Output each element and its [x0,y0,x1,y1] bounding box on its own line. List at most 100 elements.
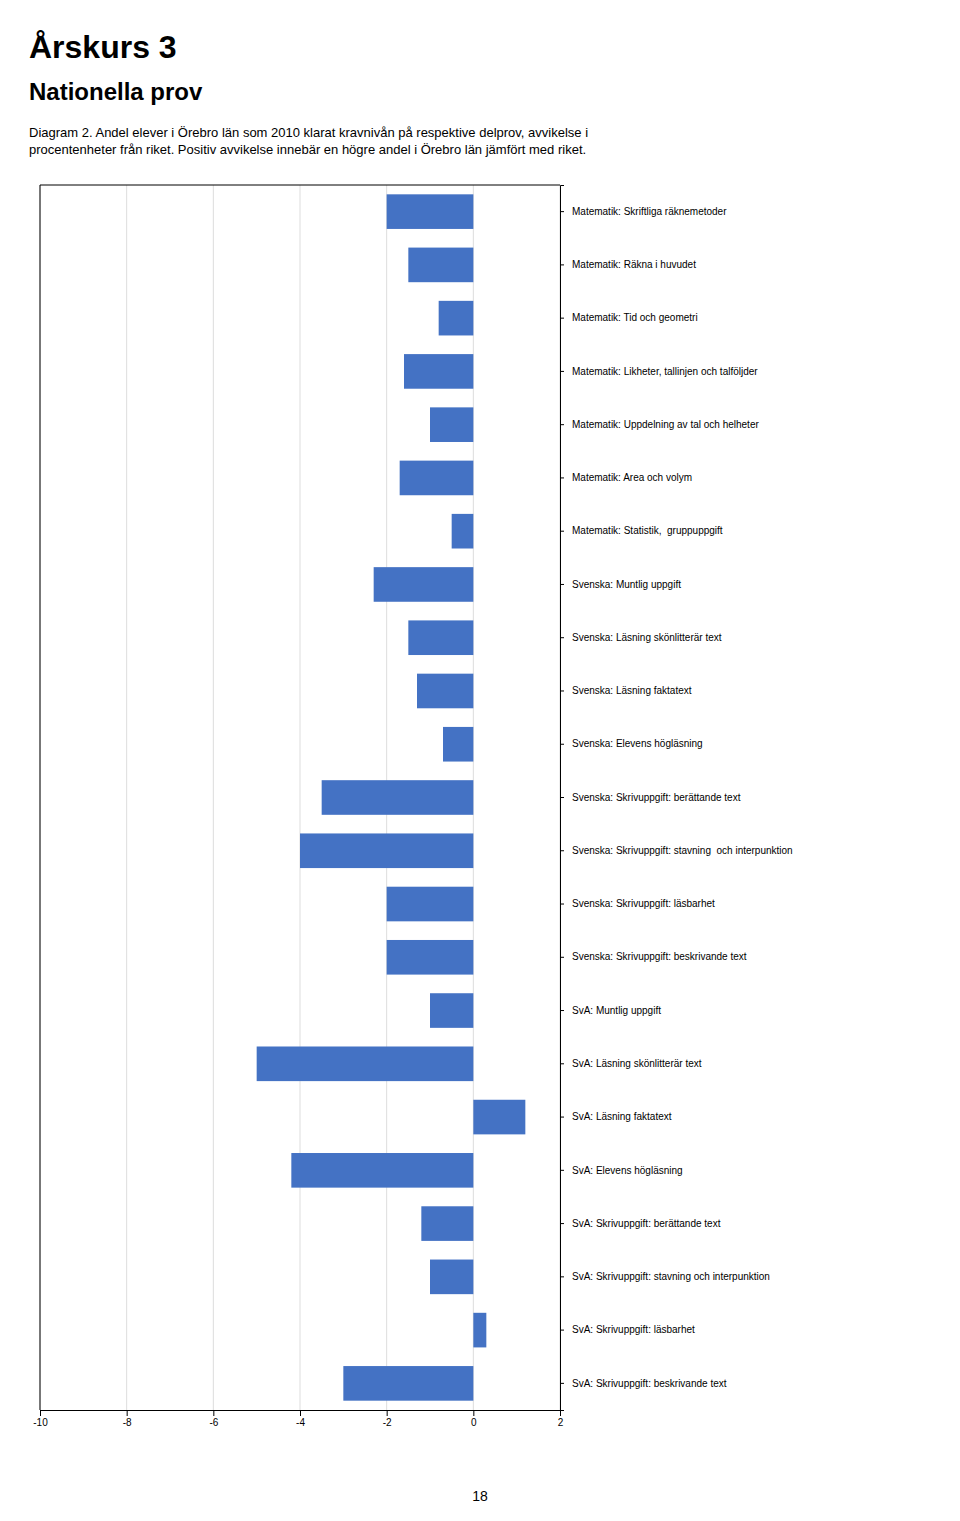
y-tick: SvA: Elevens högläsning [560,1165,683,1176]
category-label: Svenska: Skrivuppgift: läsbarhet [572,898,715,909]
category-label: Matematik: Statistik, gruppuppgift [572,525,723,536]
caption: Diagram 2. Andel elever i Örebro län som… [29,125,588,140]
bar [300,833,473,868]
y-tick-mark [560,1383,564,1384]
y-tick: Matematik: Tid och geometri [560,312,698,323]
category-label: SvA: Skrivuppgift: berättande text [572,1218,721,1229]
category-label: SvA: Läsning skönlitterär text [572,1058,702,1069]
category-label: Matematik: Uppdelning av tal och helhete… [572,419,759,430]
x-tick-mark [40,1410,41,1416]
caption: procentenheter från riket. Positiv avvik… [29,142,586,157]
bar [400,461,474,496]
bar [291,1153,473,1188]
y-tick: Svenska: Läsning skönlitterär text [560,632,722,643]
x-axis: -10-8-6-4-202 [33,1410,563,1428]
y-tick-mark [560,1117,564,1118]
y-tick: Svenska: Skrivuppgift: stavning och inte… [560,845,793,856]
y-tick-mark [560,1170,564,1171]
y-tick: Svenska: Skrivuppgift: beskrivande text [560,951,747,962]
y-tick-mark [560,1063,564,1064]
x-tick-label: -6 [209,1417,218,1428]
grid-line [40,185,41,1410]
y-tick: SvA: Skrivuppgift: beskrivande text [560,1378,727,1389]
header: Årskurs 3 Nationella prov Diagram 2. Andel… [29,29,588,157]
y-tick-mark [560,477,564,478]
category-label: Svenska: Skrivuppgift: stavning och inte… [572,845,793,856]
x-tick-mark [473,1410,474,1416]
category-label: Svenska: Skrivuppgift: berättande text [572,792,741,803]
y-tick-mark [560,1330,564,1331]
category-label: Svenska: Läsning faktatext [572,685,692,696]
y-tick: SvA: Läsning faktatext [560,1111,672,1122]
x-tick-mark [300,1410,301,1416]
y-tick: Svenska: Skrivuppgift: berättande text [560,792,741,803]
bar [430,407,473,442]
category-label: Svenska: Skrivuppgift: beskrivande text [572,951,747,962]
subtitle: Nationella prov [29,78,203,105]
category-label: Svenska: Läsning skönlitterär text [572,632,722,643]
bar [343,1366,473,1401]
y-tick-mark [560,211,564,212]
category-label: Matematik: Tid och geometri [572,312,698,323]
x-tick: -6 [209,1410,218,1428]
grid-line [300,185,301,1410]
x-axis-line [41,1411,561,1417]
y-tick: SvA: Skrivuppgift: berättande text [560,1218,721,1229]
x-tick: -10 [33,1410,48,1428]
x-tick-mark [127,1410,128,1416]
bar [387,940,474,975]
x-tick-label: -4 [296,1417,305,1428]
y-tick-mark [560,957,564,958]
y-tick: Svenska: Skrivuppgift: läsbarhet [560,898,715,909]
y-tick: Matematik: Uppdelning av tal och helhete… [560,419,759,430]
x-tick-label: -2 [383,1417,392,1428]
bar [452,514,474,549]
bar [430,993,473,1028]
frame-left [40,185,41,1410]
x-tick-label: -10 [33,1417,48,1428]
category-label: Matematik: Skriftliga räknemetoder [572,206,727,217]
y-tick: Matematik: Statistik, gruppuppgift [560,525,723,536]
bar [374,567,474,602]
grid-line [126,185,127,1410]
category-label: SvA: Skrivuppgift: stavning och interpun… [572,1271,770,1282]
category-label: Svenska: Muntlig uppgift [572,579,681,590]
page-number: 18 [472,1488,488,1504]
bar [421,1206,473,1241]
category-label: Matematik: Räkna i huvudet [572,259,696,270]
y-tick: SvA: Läsning skönlitterär text [560,1058,702,1069]
y-tick: SvA: Skrivuppgift: läsbarhet [560,1324,695,1335]
bar [439,301,474,336]
y-tick-mark [560,690,564,691]
y-tick: Svenska: Elevens högläsning [560,738,703,749]
title: Årskurs 3 [29,29,177,65]
bar [443,727,473,762]
y-tick-mark [560,1223,564,1224]
frame-top [40,185,560,186]
y-tick-mark [560,850,564,851]
y-tick: Svenska: Muntlig uppgift [560,579,681,590]
bar [408,248,473,283]
bar [387,194,474,229]
y-tick-mark [560,371,564,372]
y-axis: Matematik: Skriftliga räknemetoder Matema… [560,186,793,1411]
y-tick-mark [560,318,564,319]
category-label: Svenska: Elevens högläsning [572,738,703,749]
grid [40,185,560,1410]
y-tick-mark [560,744,564,745]
x-tick-label: 0 [471,1417,477,1428]
y-axis-line [561,186,565,1411]
grid-line [213,185,214,1410]
y-tick-mark [560,1276,564,1277]
bar [473,1313,486,1348]
y-tick: SvA: Muntlig uppgift [560,1005,661,1016]
x-tick: 2 [558,1410,564,1428]
category-label: SvA: Läsning faktatext [572,1111,672,1122]
bar [417,674,473,709]
bars [257,194,526,1400]
y-tick-mark [560,584,564,585]
y-tick: SvA: Skrivuppgift: stavning och interpun… [560,1271,770,1282]
x-tick: -4 [296,1410,305,1428]
bar [473,1100,525,1135]
x-tick-label: 2 [558,1417,564,1428]
